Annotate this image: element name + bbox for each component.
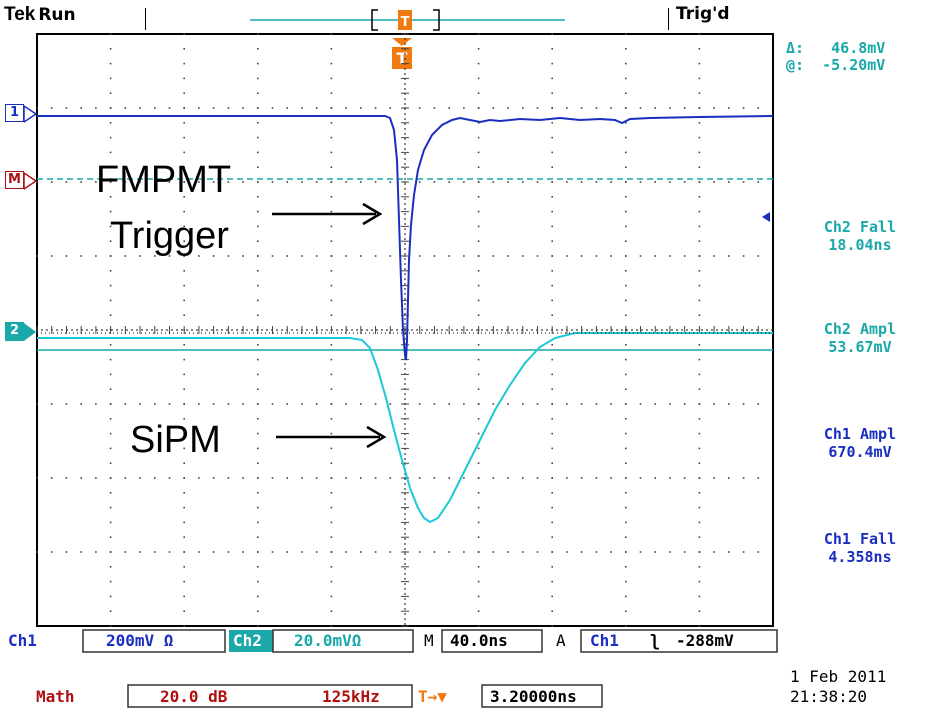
time: 21:38:20 (790, 687, 868, 706)
date: 1 Feb 2011 (790, 667, 887, 686)
trigger-box (580, 629, 778, 653)
math-label[interactable]: Math (36, 687, 75, 706)
record-position-bar (250, 9, 565, 31)
annotation-arrow-upper (272, 202, 383, 226)
top-status-bar: Tek Run Trig'd (0, 0, 937, 34)
ch1-scale-box (82, 629, 226, 653)
annotation-arrow-lower (276, 425, 387, 449)
math-marker[interactable]: M (5, 171, 24, 189)
trigger-slope-icon: ʅ (650, 631, 660, 650)
math-marker-arrow (24, 172, 38, 190)
run-state: Run (38, 5, 76, 25)
record-marker-label: T (401, 15, 410, 30)
measurement-ch1-ampl: Ch1 Ampl 670.4mV (823, 425, 897, 461)
ch2-label-box (229, 630, 273, 652)
ch2-label[interactable]: Ch2 (233, 631, 262, 650)
annotation-sipm: SiPM (130, 419, 221, 461)
ch1-marker-arrow (24, 105, 38, 123)
delta-label: Δ: (786, 39, 805, 57)
ch2-marker[interactable]: 2 (5, 322, 24, 341)
brand-logo: Tek Run (4, 4, 76, 26)
annotation-fmpmt: FMPMT (96, 159, 232, 201)
divider (145, 8, 146, 30)
brand-text: Tek (4, 4, 36, 25)
ch2-scale-box (272, 629, 414, 653)
measurement-ch2-fall: Ch2 Fall 18.04ns (823, 218, 897, 254)
delay-box (481, 684, 603, 708)
ch1-scale[interactable]: 200mV Ω (106, 631, 174, 650)
trigger-level-arrow (762, 212, 770, 222)
acq-label: A (556, 631, 566, 650)
trigger-state: Trig'd (676, 4, 730, 24)
at-label: @: (786, 56, 805, 74)
measurement-ch1-fall: Ch1 Fall 4.358ns (823, 530, 897, 566)
trigger-level[interactable]: -288mV (676, 631, 734, 650)
trigger-marker-label: T (397, 49, 408, 68)
math-box (127, 684, 413, 708)
math-freq[interactable]: 125kHz (322, 687, 380, 706)
graticule-grid (36, 33, 773, 627)
delay-value[interactable]: 3.20000ns (490, 687, 577, 706)
ch1-label[interactable]: Ch1 (8, 631, 37, 650)
ch1-waveform (37, 115, 774, 361)
ch2-waveform (37, 332, 773, 524)
timebase-label: M (424, 631, 434, 650)
timebase-value[interactable]: 40.0ns (450, 631, 508, 650)
trigger-source[interactable]: Ch1 (590, 631, 619, 650)
delta-value: 46.8mV (831, 39, 886, 57)
divider (668, 8, 669, 30)
math-gain[interactable]: 20.0 dB (160, 687, 228, 706)
delay-icon: T→▼ (418, 687, 447, 706)
at-value: -5.20mV (822, 56, 886, 74)
ch1-marker[interactable]: 1 (5, 104, 24, 122)
annotation-trigger: Trigger (110, 215, 229, 257)
timebase-box (441, 629, 543, 653)
ch2-marker-arrow (24, 323, 36, 341)
ch2-scale[interactable]: 20.0mVΩ (294, 631, 362, 650)
measurement-ch2-ampl: Ch2 Ampl 53.67mV (823, 320, 897, 356)
cursor-readout: Δ: 46.8mV @: -5.20mV (786, 40, 885, 74)
